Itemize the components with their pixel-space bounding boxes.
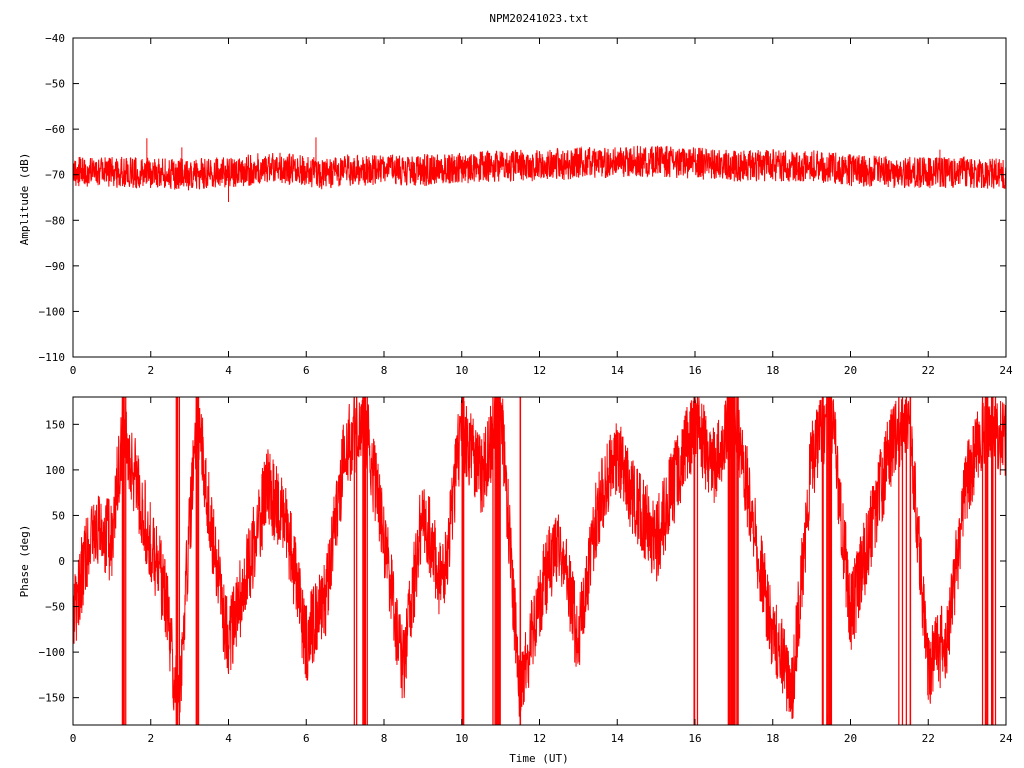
amplitude-x-tick-label: 2 [147, 364, 154, 377]
amplitude-series [73, 137, 1006, 203]
phase-x-tick-label: 12 [533, 732, 546, 745]
amplitude-x-tick-label: 4 [225, 364, 232, 377]
phase-axes: 0 2 4 6 8 10 12 14 16 18 20 22 24150100500−50−100−15… [39, 397, 1013, 745]
phase-y-tick-label: −100 [39, 646, 66, 659]
phase-x-tick-label: 4 [225, 732, 232, 745]
phase-trace [73, 397, 1006, 725]
amplitude-axes: 0 2 4 6 8 10 12 14 16 18 20 22 24−40−50−60−70−80−90−… [39, 32, 1013, 377]
phase-x-axis-label: Time (UT) [509, 752, 569, 765]
amplitude-x-tick-label: 14 [611, 364, 625, 377]
phase-y-tick-label: −50 [45, 601, 65, 614]
phase-x-tick-label: 20 [844, 732, 857, 745]
phase-y-tick-label: 0 [58, 555, 65, 568]
amplitude-x-tick-label: 18 [766, 364, 779, 377]
amplitude-y-tick-label: −70 [45, 169, 65, 182]
amplitude-x-tick-label: 0 [70, 364, 77, 377]
phase-x-tick-label: 24 [999, 732, 1013, 745]
amplitude-x-tick-label: 12 [533, 364, 546, 377]
amplitude-x-tick-label: 24 [999, 364, 1013, 377]
phase-x-tick-label: 6 [303, 732, 310, 745]
phase-x-tick-label: 16 [688, 732, 701, 745]
amplitude-plot-frame [72, 37, 1007, 358]
amplitude-trace [73, 145, 1006, 191]
amplitude-x-tick-label: 20 [844, 364, 857, 377]
phase-x-tick-label: 0 [70, 732, 77, 745]
phase-x-tick-label: 18 [766, 732, 779, 745]
phase-series [73, 397, 1006, 725]
amplitude-y-tick-label: −100 [39, 305, 66, 318]
phase-x-tick-label: 14 [611, 732, 625, 745]
amplitude-y-axis-label: Amplitude (dB) [18, 153, 31, 246]
amplitude-x-tick-label: 22 [922, 364, 935, 377]
phase-x-tick-label: 22 [922, 732, 935, 745]
amplitude-x-tick-label: 10 [455, 364, 468, 377]
amplitude-x-tick-label: 16 [688, 364, 701, 377]
phase-y-tick-label: −150 [39, 692, 66, 705]
amplitude-y-tick-label: −90 [45, 260, 65, 273]
amplitude-x-tick-label: 8 [381, 364, 388, 377]
phase-y-axis-label: Phase (deg) [18, 525, 31, 598]
phase-x-tick-label: 2 [147, 732, 154, 745]
phase-x-tick-label: 8 [381, 732, 388, 745]
phase-y-tick-label: 50 [52, 509, 65, 522]
amplitude-y-tick-label: −110 [39, 351, 66, 364]
chart-title: NPM20241023.txt [489, 12, 588, 25]
amplitude-y-tick-label: −80 [45, 214, 65, 227]
amplitude-x-tick-label: 6 [303, 364, 310, 377]
phase-x-tick-label: 10 [455, 732, 468, 745]
amplitude-y-tick-label: −60 [45, 123, 65, 136]
amplitude-y-tick-label: −50 [45, 78, 65, 91]
phase-y-tick-label: 100 [45, 464, 65, 477]
amplitude-y-tick-label: −40 [45, 32, 65, 45]
phase-y-tick-label: 150 [45, 418, 65, 431]
